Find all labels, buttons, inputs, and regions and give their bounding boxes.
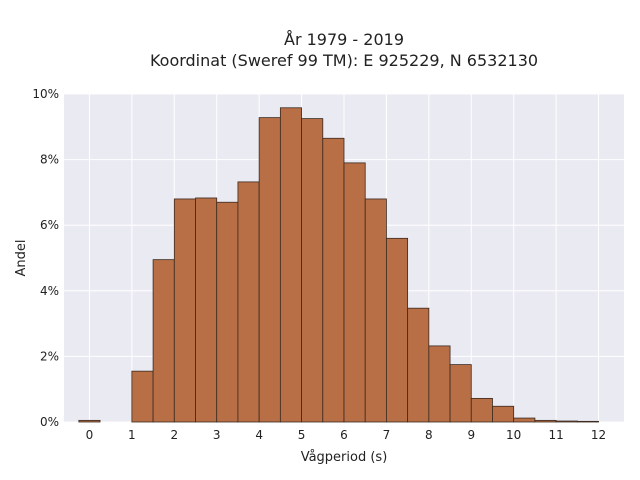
bars xyxy=(78,107,599,423)
histogram-bar xyxy=(195,197,218,423)
chart-title-line-1: År 1979 - 2019 xyxy=(284,30,404,49)
x-tick-label: 12 xyxy=(591,428,606,442)
y-tick-labels: 0% 2% 4% 6% 8% 10% xyxy=(32,87,59,429)
histogram-bar xyxy=(258,117,281,423)
x-tick-labels: 0 1 2 3 4 5 6 7 8 9 10 11 12 xyxy=(86,428,607,442)
x-tick-label: 2 xyxy=(170,428,178,442)
histogram-bar xyxy=(216,201,239,423)
histogram-bar xyxy=(78,419,101,423)
x-tick-label: 6 xyxy=(340,428,348,442)
x-tick-label: 3 xyxy=(213,428,221,442)
x-tick-label: 4 xyxy=(255,428,263,442)
y-tick-label: 4% xyxy=(40,284,59,298)
histogram-bar xyxy=(513,417,536,423)
y-tick-label: 6% xyxy=(40,218,59,232)
histogram-bar xyxy=(173,198,196,423)
histogram-bar xyxy=(428,345,451,423)
histogram-bar xyxy=(470,397,493,423)
y-tick-label: 0% xyxy=(40,415,59,429)
histogram-bar xyxy=(364,198,387,423)
x-tick-label: 7 xyxy=(383,428,391,442)
histogram-bar xyxy=(237,181,260,423)
y-axis-label: Andel xyxy=(14,240,29,277)
histogram-bar xyxy=(322,137,345,423)
histogram-bar xyxy=(492,405,515,423)
histogram-bar xyxy=(279,107,302,423)
x-tick-label: 11 xyxy=(548,428,563,442)
y-tick-label: 2% xyxy=(40,349,59,363)
histogram-bar xyxy=(343,162,366,423)
chart-title-line-2: Koordinat (Sweref 99 TM): E 925229, N 65… xyxy=(150,51,538,70)
x-tick-label: 0 xyxy=(86,428,94,442)
histogram-bar xyxy=(386,237,409,423)
histogram-bar xyxy=(301,118,324,423)
y-tick-label: 10% xyxy=(32,87,59,101)
histogram-bar xyxy=(152,259,175,423)
histogram-bar xyxy=(576,420,599,423)
x-tick-label: 10 xyxy=(506,428,521,442)
x-tick-label: 5 xyxy=(298,428,306,442)
histogram-bar xyxy=(407,307,430,423)
x-tick-label: 1 xyxy=(128,428,136,442)
histogram-bar xyxy=(449,364,472,423)
x-tick-label: 9 xyxy=(467,428,475,442)
histogram-bar xyxy=(555,420,578,423)
x-axis-label: Vågperiod (s) xyxy=(301,450,388,465)
x-tick-label: 8 xyxy=(425,428,433,442)
histogram-bar xyxy=(131,370,154,423)
y-tick-label: 8% xyxy=(40,153,59,167)
histogram-bar xyxy=(534,419,557,423)
